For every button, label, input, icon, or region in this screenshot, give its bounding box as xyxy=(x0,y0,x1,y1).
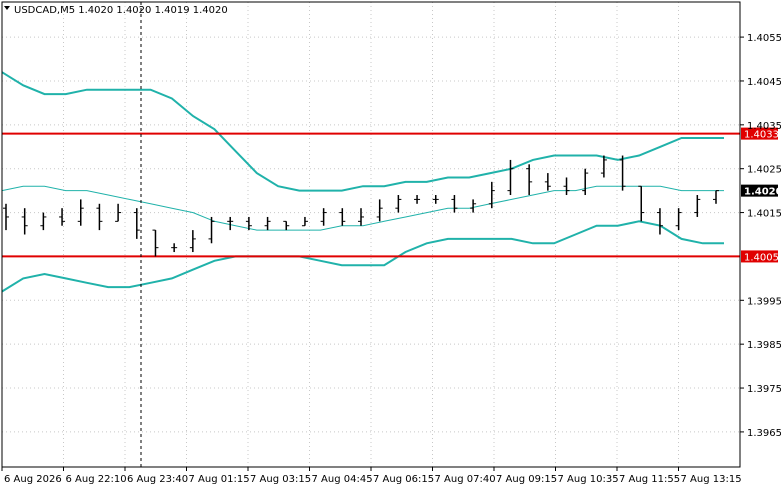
horizontal-levels[interactable]: 1.4033 1.4005 xyxy=(2,127,779,264)
y-tick-label: 1.4025 xyxy=(747,165,781,176)
y-tick-label: 1.3995 xyxy=(747,296,781,307)
band-lower xyxy=(1,220,724,293)
x-tick-label: 7 Aug 11:55 xyxy=(619,474,680,485)
dropdown-arrow-icon[interactable] xyxy=(4,6,10,10)
x-tick-label: 7 Aug 13:15 xyxy=(681,474,742,485)
x-tick-label: 7 Aug 09:15 xyxy=(496,474,557,485)
plot-frame xyxy=(1,1,741,468)
y-tick-label: 1.3985 xyxy=(747,340,781,351)
x-tick-label: 7 Aug 10:35 xyxy=(558,474,619,485)
x-tick-label: 6 Aug 2026 xyxy=(4,474,62,485)
level-price-badge xyxy=(741,250,778,263)
x-tick-label: 7 Aug 07:40 xyxy=(435,474,496,485)
chart-title: USDCAD,M5 1.4020 1.4020 1.4019 1.4020 xyxy=(14,5,228,16)
y-tick-label: 1.4045 xyxy=(747,77,781,88)
current-price-badge xyxy=(741,184,778,197)
x-tick-label: 7 Aug 04:45 xyxy=(312,474,373,485)
band-upper xyxy=(1,71,724,192)
ohlc-bars xyxy=(3,155,719,257)
y-tick-label: 1.4015 xyxy=(747,209,781,220)
grid xyxy=(2,2,740,467)
chart-header: USDCAD,M5 1.4020 1.4020 1.4019 1.4020 xyxy=(4,5,228,16)
y-tick-label: 1.4035 xyxy=(747,121,781,132)
y-tick-label: 1.4055 xyxy=(747,33,781,44)
x-tick-label: 7 Aug 03:15 xyxy=(250,474,311,485)
current-price-label: 1.4020 xyxy=(744,187,781,198)
y-tick-label: 1.3975 xyxy=(747,384,781,395)
x-tick-label: 6 Aug 23:40 xyxy=(127,474,188,485)
axes xyxy=(1,1,744,471)
band-middle xyxy=(1,185,724,231)
bollinger-bands xyxy=(1,71,724,293)
axis-labels: 6 Aug 2026 6 Aug 22:10 6 Aug 23:40 7 Aug 01… xyxy=(4,33,781,485)
x-tick-label: 7 Aug 01:15 xyxy=(189,474,250,485)
y-tick-label: 1.3965 xyxy=(747,428,781,439)
level-price-label: 1.4005 xyxy=(744,252,779,263)
x-tick-label: 7 Aug 06:15 xyxy=(373,474,434,485)
x-tick-label: 6 Aug 22:10 xyxy=(66,474,127,485)
level-price-badge xyxy=(741,127,778,140)
level-price-label: 1.4033 xyxy=(744,130,779,141)
